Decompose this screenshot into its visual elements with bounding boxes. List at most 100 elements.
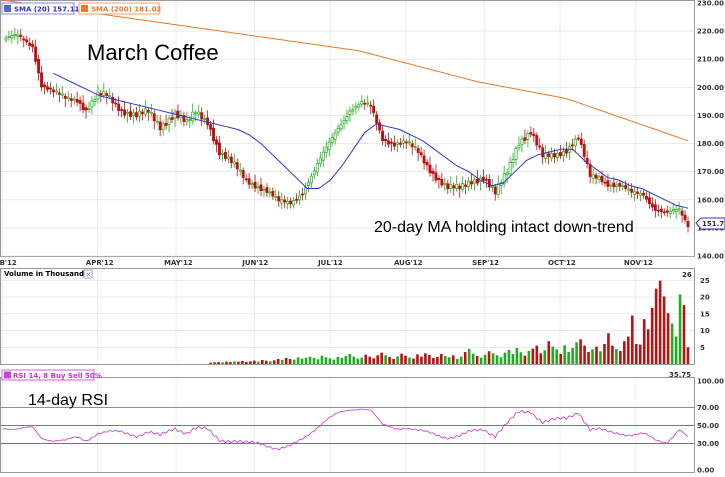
candle-body [66, 96, 70, 99]
candle-body [378, 122, 382, 131]
candle-body [659, 208, 663, 212]
candle-body [123, 109, 127, 116]
candle-body [653, 204, 657, 211]
candle-body [194, 112, 198, 115]
candle-body [345, 116, 349, 121]
candle-body [434, 172, 438, 181]
candle-body [105, 93, 109, 96]
candle-body [606, 180, 610, 187]
sma200-close-icon[interactable] [81, 5, 88, 12]
candle-body [295, 199, 299, 201]
candle-body [490, 185, 494, 188]
candle-body [155, 120, 159, 123]
price-tick-label: 190.00 [697, 112, 724, 120]
candle-body [164, 122, 168, 126]
volume-bar [292, 359, 296, 364]
candle-body [200, 112, 204, 120]
volume-bar [396, 356, 399, 364]
candle-body [597, 176, 601, 180]
volume-bar [579, 339, 582, 364]
candle-body [90, 100, 94, 108]
candle-body [134, 112, 138, 118]
candle-body [449, 184, 453, 189]
last-price-tag [695, 217, 725, 230]
candle-body [511, 159, 515, 163]
candle-body [564, 149, 568, 154]
volume-bar [567, 351, 570, 364]
candle-body [505, 172, 509, 176]
volume-bar [459, 356, 463, 364]
volume-bar [344, 355, 348, 364]
candle-body [57, 92, 61, 95]
volume-bar [607, 333, 610, 364]
volume-bar [268, 361, 272, 364]
candle-body [274, 196, 278, 198]
candle-body [215, 139, 218, 145]
candle-body [259, 184, 263, 192]
candle-body [292, 200, 296, 206]
volume-bar [368, 356, 372, 364]
volume-bar [253, 360, 256, 364]
candle-body [642, 192, 645, 196]
volume-bar [658, 280, 662, 364]
volume-close-icon[interactable] [83, 269, 93, 279]
candle-body [283, 199, 287, 203]
volume-bar [487, 351, 491, 364]
volume-bar [535, 345, 539, 364]
sma20-close-icon[interactable] [4, 5, 11, 12]
candle-body [600, 175, 604, 183]
volume-bar [257, 361, 260, 364]
rsi-last-label: 35.75 [669, 371, 691, 379]
price-tick-label: 230.00 [697, 0, 724, 8]
rsi-annotation: 14-day RSI [28, 392, 108, 409]
candle-body [306, 182, 310, 186]
volume-bar [571, 347, 574, 364]
rsi-close-icon[interactable] [4, 371, 11, 379]
candle-body [188, 119, 192, 121]
price-tick-label: 180.00 [697, 140, 724, 148]
volume-bar [276, 358, 280, 364]
candle-body [372, 105, 376, 114]
volume-bar [666, 313, 670, 364]
candle-body [582, 144, 586, 157]
rsi-legend-box[interactable] [1, 369, 95, 381]
volume-bar [463, 351, 467, 364]
candle-body [535, 135, 539, 146]
volume-bar [507, 349, 511, 364]
candle-body [253, 181, 257, 189]
volume-bar [531, 348, 535, 364]
volume-bar [324, 357, 328, 364]
candle-body [387, 140, 390, 145]
volume-bar [304, 357, 308, 364]
candle-body [126, 112, 129, 114]
candle-body [223, 151, 227, 159]
candle-body [404, 141, 408, 144]
rsi-legend-label: RSI 14, 8 Buy Sell 50% [13, 372, 102, 380]
volume-bar [328, 358, 332, 364]
volume-bar [440, 353, 443, 364]
candle-body [650, 203, 654, 208]
volume-bar [515, 347, 519, 364]
candle-body [520, 138, 524, 145]
candle-body [250, 183, 254, 186]
candle-body [268, 191, 272, 194]
candle-body [591, 174, 595, 179]
candle-body [461, 183, 465, 190]
candle-body [487, 178, 491, 188]
candle-body [428, 164, 432, 174]
volume-bar [646, 329, 650, 364]
volume-bar [686, 347, 690, 364]
candle-body [37, 58, 41, 74]
volume-bar [539, 353, 543, 364]
candle-body [31, 43, 35, 48]
candle-body [573, 138, 577, 147]
sma200-legend-box[interactable] [78, 2, 160, 15]
candle-body [318, 157, 322, 164]
volume-bar [316, 359, 320, 364]
volume-bar [428, 354, 431, 364]
volume-bar [300, 358, 304, 364]
sma20-legend-box[interactable] [1, 2, 75, 15]
candle-body [529, 132, 533, 135]
candle-body [496, 183, 500, 195]
